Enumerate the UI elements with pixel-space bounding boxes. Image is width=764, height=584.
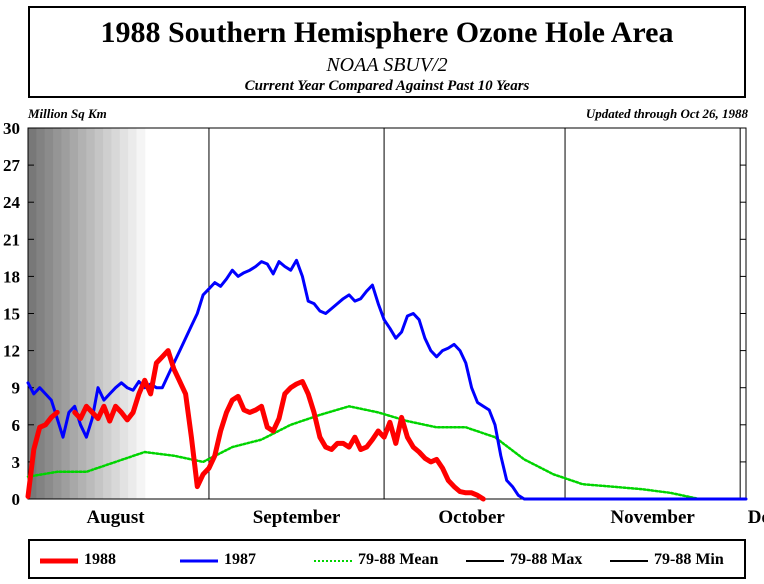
y-tick-label: 15 xyxy=(3,305,20,324)
shade-band xyxy=(36,128,46,499)
updated-label: Updated through Oct 26, 1988 xyxy=(585,106,748,121)
shade-band xyxy=(78,128,87,499)
chart-title: 1988 Southern Hemisphere Ozone Hole Area xyxy=(100,16,674,49)
legend-label-max: 79-88 Max xyxy=(510,551,583,568)
y-tick-label: 27 xyxy=(3,156,21,175)
shade-band xyxy=(53,128,62,499)
y-tick-label: 6 xyxy=(12,416,21,435)
y-tick-label: 3 xyxy=(12,453,21,472)
legend: 1988 1987 79-88 Mean 79-88 Max 79-88 Min xyxy=(28,539,746,579)
y-tick-label: 12 xyxy=(3,342,20,361)
legend-label-min: 79-88 Min xyxy=(654,551,724,568)
legend-label-mean: 79-88 Mean xyxy=(358,551,439,568)
shade-band xyxy=(44,128,54,499)
x-month-label: November xyxy=(610,507,695,528)
y-tick-label: 0 xyxy=(12,490,21,509)
x-month-label: Decem xyxy=(748,507,764,528)
legend-label-1988: 1988 xyxy=(84,551,116,568)
shade-band xyxy=(94,128,104,499)
series-mean-line xyxy=(26,405,730,501)
shade-band xyxy=(86,128,96,499)
shade-band xyxy=(136,128,146,499)
y-axis-unit-label: Million Sq Km xyxy=(28,106,107,121)
x-month-label: October xyxy=(438,507,505,528)
chart-subtitle: NOAA SBUV/2 xyxy=(326,54,448,76)
x-month-label: August xyxy=(87,507,146,528)
chart-subtitle-2: Current Year Compared Against Past 10 Ye… xyxy=(244,78,530,94)
x-month-label: September xyxy=(253,507,341,528)
shade-band xyxy=(128,128,137,499)
chart-plot: 0 3 6 9 12 15 18 21 24 27 30 August September October… xyxy=(3,119,764,528)
y-tick-label: 30 xyxy=(3,119,20,138)
shade-band xyxy=(69,128,79,499)
y-tick-label: 24 xyxy=(3,193,21,212)
shade-band xyxy=(61,128,71,499)
shade-band xyxy=(111,128,121,499)
shade-band xyxy=(103,128,112,499)
y-tick-label: 9 xyxy=(12,379,21,398)
legend-label-1987: 1987 xyxy=(224,551,256,568)
title-box: 1988 Southern Hemisphere Ozone Hole Area… xyxy=(28,6,746,98)
y-tick-label: 21 xyxy=(3,230,20,249)
shade-band xyxy=(119,128,129,499)
y-tick-label: 18 xyxy=(3,267,20,286)
series-1988-line xyxy=(25,348,486,502)
